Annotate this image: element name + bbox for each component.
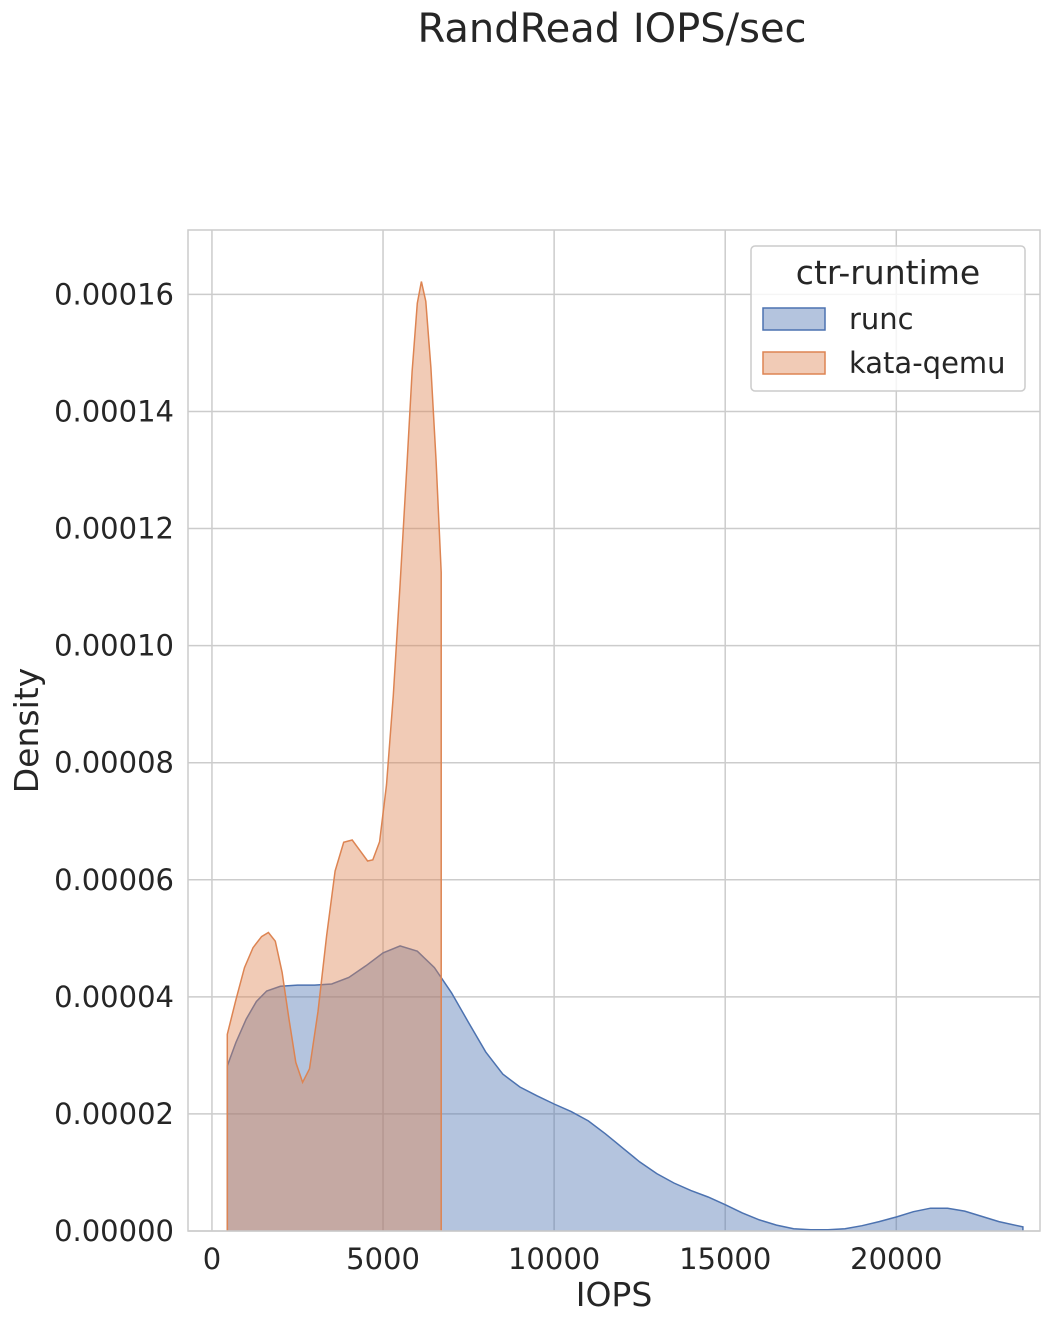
y-tick-label: 0.00014 xyxy=(54,394,174,428)
legend-entries: runc kata-qemu xyxy=(762,302,1006,380)
legend-box xyxy=(750,245,1026,392)
y-tick-label: 0.00000 xyxy=(54,1214,174,1248)
density-area-kata-qemu xyxy=(227,281,442,1231)
legend-title: ctr-runtime xyxy=(796,253,980,292)
plot-background xyxy=(188,230,1040,1231)
y-axis-ticks: 0.00000 0.00002 0.00004 0.00006 0.00008 0.000… xyxy=(54,277,174,1248)
density-line-kata-qemu xyxy=(226,281,442,1231)
legend-label-runc: runc xyxy=(849,302,914,336)
legend-label-kata-qemu: kata-qemu xyxy=(849,346,1006,380)
y-tick-label: 0.00008 xyxy=(54,746,174,780)
legend-swatch-runc xyxy=(762,307,826,331)
chart-title: RandRead IOPS/sec xyxy=(417,6,806,52)
x-axis-label: IOPS xyxy=(576,1275,653,1314)
y-axis-label: Density xyxy=(7,668,46,793)
x-tick-label: 10000 xyxy=(508,1242,600,1276)
legend-swatch-kata-qemu xyxy=(762,351,826,375)
y-tick-label: 0.00012 xyxy=(54,512,174,546)
y-tick-label: 0.00010 xyxy=(54,629,174,663)
y-tick-label: 0.00004 xyxy=(54,980,174,1014)
x-tick-label: 5000 xyxy=(346,1242,420,1276)
x-tick-label: 20000 xyxy=(850,1242,942,1276)
density-areas xyxy=(226,281,1024,1231)
x-tick-label: 15000 xyxy=(679,1242,771,1276)
y-tick-label: 0.00002 xyxy=(54,1097,174,1131)
x-tick-label: 0 xyxy=(203,1242,221,1276)
density-area-runc xyxy=(227,945,1023,1231)
plot-frame xyxy=(187,229,1041,1232)
plot-area xyxy=(187,229,1041,1232)
x-axis-ticks: 0 5000 10000 15000 20000 xyxy=(203,1242,943,1276)
y-tick-label: 0.00016 xyxy=(54,277,174,311)
y-tick-label: 0.00006 xyxy=(54,863,174,897)
legend: ctr-runtime runc kata-qemu xyxy=(750,245,1026,392)
